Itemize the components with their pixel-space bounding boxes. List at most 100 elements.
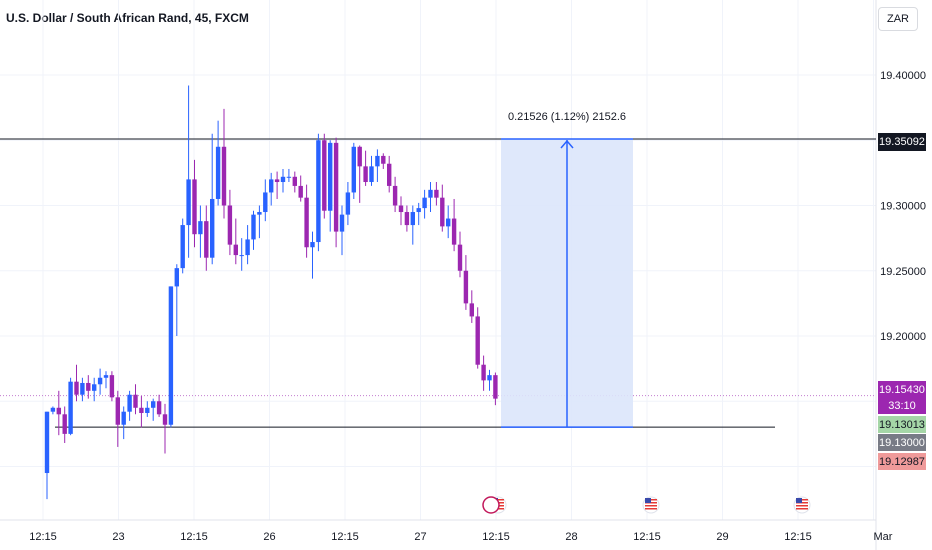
x-tick-label: 12:15 xyxy=(482,531,510,543)
candle xyxy=(475,307,480,369)
candle xyxy=(339,205,345,256)
candle-body xyxy=(310,242,315,248)
candle-body xyxy=(162,414,168,425)
candle xyxy=(481,355,486,391)
event-marker-icon[interactable] xyxy=(482,496,500,514)
x-tick-label: 12:15 xyxy=(29,531,57,543)
candle-body xyxy=(322,140,327,211)
candle xyxy=(398,196,404,226)
candle xyxy=(133,384,138,415)
candle xyxy=(292,171,297,193)
candle xyxy=(463,255,469,310)
candle xyxy=(103,371,109,389)
candle xyxy=(162,403,168,454)
candle xyxy=(92,377,97,402)
y-tick-label: 19.20000 xyxy=(880,331,926,343)
candle-body xyxy=(180,225,185,269)
candle xyxy=(387,155,392,193)
candle-body xyxy=(328,142,333,211)
candle-body xyxy=(139,407,144,413)
candle-body xyxy=(457,244,463,271)
candle-body xyxy=(56,407,61,415)
candle xyxy=(257,205,262,239)
candle xyxy=(215,120,221,206)
candle-body xyxy=(481,364,486,381)
candle xyxy=(145,401,150,417)
candle-body xyxy=(475,316,480,365)
x-tick-label: 28 xyxy=(565,531,577,543)
candle-body xyxy=(292,176,297,186)
candle-body xyxy=(210,198,215,258)
candle-body xyxy=(251,214,256,240)
candle xyxy=(487,369,492,391)
candle xyxy=(204,205,209,271)
candle xyxy=(68,377,73,436)
candle xyxy=(86,375,91,399)
x-tick-label: 12:15 xyxy=(633,531,661,543)
candle xyxy=(151,398,156,421)
current-price-label: 19.15430 xyxy=(878,381,926,398)
countdown-label: 33:10 xyxy=(878,398,926,414)
us-flag-icon[interactable] xyxy=(642,496,660,514)
candle xyxy=(251,210,256,250)
candle xyxy=(121,406,126,440)
candle-body xyxy=(133,394,138,408)
measure-arrow-head xyxy=(560,139,574,149)
candle-body xyxy=(357,146,362,167)
currency-button[interactable]: ZAR xyxy=(878,7,918,31)
candle xyxy=(180,218,185,274)
candle-body xyxy=(422,197,427,209)
candle xyxy=(428,182,433,213)
candle xyxy=(316,133,321,252)
candle xyxy=(263,179,268,222)
candle xyxy=(392,176,398,213)
candle-body xyxy=(192,179,197,235)
candle-body xyxy=(92,384,97,391)
flag-stripe xyxy=(645,508,657,510)
candle-body xyxy=(233,244,238,256)
event-markers[interactable] xyxy=(482,496,811,514)
candle xyxy=(322,133,327,219)
flag-stripe xyxy=(796,505,808,507)
candle xyxy=(434,182,439,206)
candle-body xyxy=(204,221,209,258)
candle-body xyxy=(74,381,79,395)
y-axis: 19.40000 19.30000 19.25000 19.20000 xyxy=(880,70,926,343)
candle-body xyxy=(115,397,120,425)
candle-body xyxy=(156,401,162,415)
price-range-measure[interactable]: 0.21526 (1.12%) 2152.6 xyxy=(501,111,633,428)
candle-body xyxy=(280,176,286,183)
x-tick-label: 27 xyxy=(414,531,426,543)
x-tick-label: 26 xyxy=(263,531,275,543)
candle xyxy=(446,205,451,239)
us-flag-icon[interactable] xyxy=(793,496,811,514)
candle-body xyxy=(186,179,191,226)
candle xyxy=(369,155,374,186)
candle-body xyxy=(339,214,345,232)
candle xyxy=(109,371,115,402)
candle xyxy=(174,264,179,336)
measure-label: 0.21526 (1.12%) 2152.6 xyxy=(508,111,626,123)
candle xyxy=(345,182,351,226)
candle-body xyxy=(398,205,404,213)
candle-body xyxy=(145,407,150,413)
candle-body xyxy=(221,146,227,206)
grid-lines xyxy=(0,0,877,550)
candle-body xyxy=(375,155,380,167)
level-price-label: 19.35092 xyxy=(878,133,926,151)
candle xyxy=(493,372,498,406)
candle xyxy=(422,189,427,219)
event-marker-ring xyxy=(482,496,500,514)
candle xyxy=(451,198,457,252)
candle xyxy=(156,394,162,417)
candle-body xyxy=(215,146,221,199)
candle-body xyxy=(286,176,292,178)
candle xyxy=(280,168,286,193)
bid-price-label: 19.12987 xyxy=(878,453,926,470)
candle xyxy=(457,231,463,278)
flag-stripe xyxy=(645,505,657,507)
candle-body xyxy=(345,192,351,215)
ask-price-label: 19.13013 xyxy=(878,416,926,433)
candle xyxy=(298,175,303,202)
